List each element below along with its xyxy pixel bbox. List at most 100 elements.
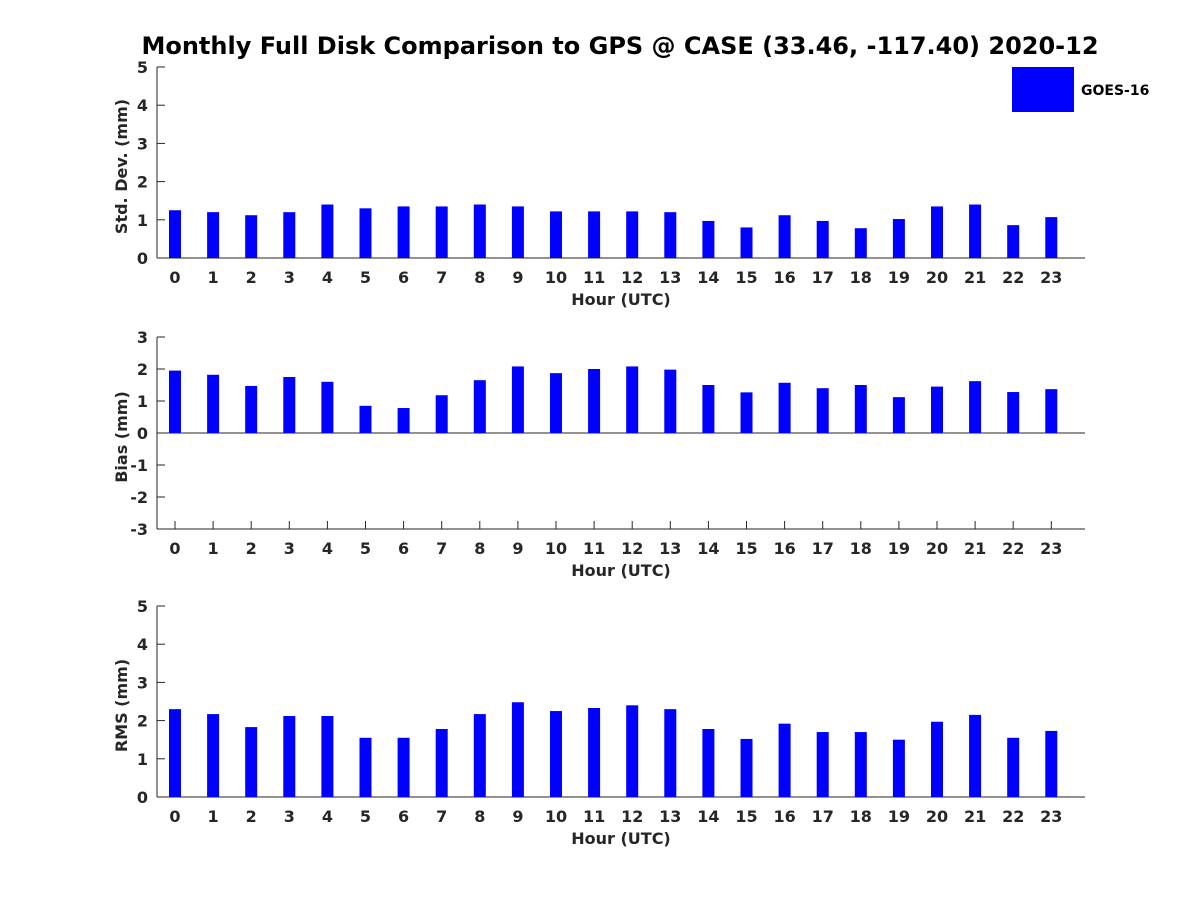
x-tick-label: 19 (888, 539, 910, 558)
x-tick-label: 12 (621, 539, 643, 558)
x-tick-label: 11 (583, 539, 605, 558)
bar (626, 211, 639, 258)
x-tick-label: 9 (512, 268, 523, 287)
y-axis-label: RMS (mm) (112, 659, 131, 752)
bar (626, 366, 639, 433)
bar (359, 208, 372, 258)
bar (1007, 737, 1020, 797)
bar (511, 366, 524, 433)
bar (588, 369, 601, 433)
x-tick-label: 17 (812, 539, 834, 558)
x-tick-label: 23 (1040, 268, 1062, 287)
y-tick-label: 3 (137, 134, 148, 153)
x-tick-label: 5 (360, 539, 371, 558)
bar (397, 737, 410, 797)
legend: GOES-16 (1012, 67, 1149, 112)
x-tick-label: 0 (169, 268, 180, 287)
x-tick-label: 16 (773, 268, 795, 287)
bar (969, 381, 982, 433)
bar (473, 204, 486, 258)
bar (702, 220, 715, 258)
x-tick-label: 3 (284, 539, 295, 558)
bar (969, 714, 982, 797)
bar (664, 212, 677, 258)
x-tick-label: 9 (512, 539, 523, 558)
bar (892, 397, 905, 433)
x-tick-label: 4 (322, 539, 333, 558)
bar (854, 732, 867, 797)
x-tick-label: 8 (474, 807, 485, 826)
y-tick-label: 1 (137, 211, 148, 230)
bar (283, 377, 296, 433)
x-tick-label: 19 (888, 268, 910, 287)
x-tick-label: 18 (850, 807, 872, 826)
bar (931, 386, 943, 433)
x-tick-label: 6 (398, 807, 409, 826)
bar (854, 228, 867, 258)
x-tick-label: 10 (545, 539, 567, 558)
x-tick-label: 13 (659, 539, 681, 558)
bar (169, 709, 181, 797)
x-tick-label: 7 (436, 807, 447, 826)
x-tick-label: 18 (850, 268, 872, 287)
x-tick-label: 2 (246, 807, 257, 826)
bar (816, 732, 829, 797)
x-tick-label: 11 (583, 807, 605, 826)
bar (626, 705, 639, 797)
y-tick-label: 2 (137, 173, 148, 192)
x-tick-label: 19 (888, 807, 910, 826)
x-tick-label: 16 (773, 539, 795, 558)
bar (1045, 389, 1058, 433)
bar (321, 204, 334, 258)
y-tick-label: 4 (137, 635, 148, 654)
x-tick-label: 17 (812, 807, 834, 826)
bar (207, 212, 220, 258)
bar (588, 707, 601, 797)
x-tick-label: 21 (964, 268, 986, 287)
y-tick-label: 2 (137, 360, 148, 379)
x-tick-label: 12 (621, 268, 643, 287)
x-tick-label: 0 (169, 807, 180, 826)
bar (283, 716, 296, 797)
bar (1007, 225, 1020, 258)
x-tick-label: 14 (697, 268, 719, 287)
bar (283, 212, 296, 258)
bar (702, 385, 715, 433)
x-tick-label: 15 (735, 807, 757, 826)
bar (931, 206, 943, 258)
x-axis-label: Hour (UTC) (571, 829, 671, 848)
bar (931, 721, 943, 797)
legend-swatch (1012, 67, 1074, 112)
y-tick-label: 0 (137, 249, 148, 268)
x-tick-label: 1 (208, 539, 219, 558)
bar (435, 206, 448, 258)
x-tick-label: 10 (545, 807, 567, 826)
x-tick-label: 14 (697, 807, 719, 826)
bar (816, 388, 829, 433)
bar (740, 738, 753, 797)
y-tick-label: 3 (137, 673, 148, 692)
x-axis-label: Hour (UTC) (571, 290, 671, 309)
y-tick-label: 4 (137, 96, 148, 115)
x-tick-label: 16 (773, 807, 795, 826)
bar (854, 385, 867, 433)
bar (245, 215, 258, 258)
y-tick-label: 0 (137, 424, 148, 443)
x-tick-label: 5 (360, 268, 371, 287)
x-tick-label: 6 (398, 268, 409, 287)
x-tick-label: 10 (545, 268, 567, 287)
y-axis-label: Std. Dev. (mm) (112, 99, 131, 234)
bar (816, 220, 829, 258)
bar (778, 215, 791, 258)
bar (169, 370, 181, 433)
y-tick-label: 1 (137, 750, 148, 769)
x-tick-label: 4 (322, 268, 333, 287)
bar (359, 405, 372, 433)
x-tick-label: 7 (436, 268, 447, 287)
bar (397, 206, 410, 258)
x-tick-label: 22 (1002, 268, 1024, 287)
bar (1045, 217, 1058, 258)
bar (207, 714, 220, 797)
x-tick-label: 6 (398, 539, 409, 558)
